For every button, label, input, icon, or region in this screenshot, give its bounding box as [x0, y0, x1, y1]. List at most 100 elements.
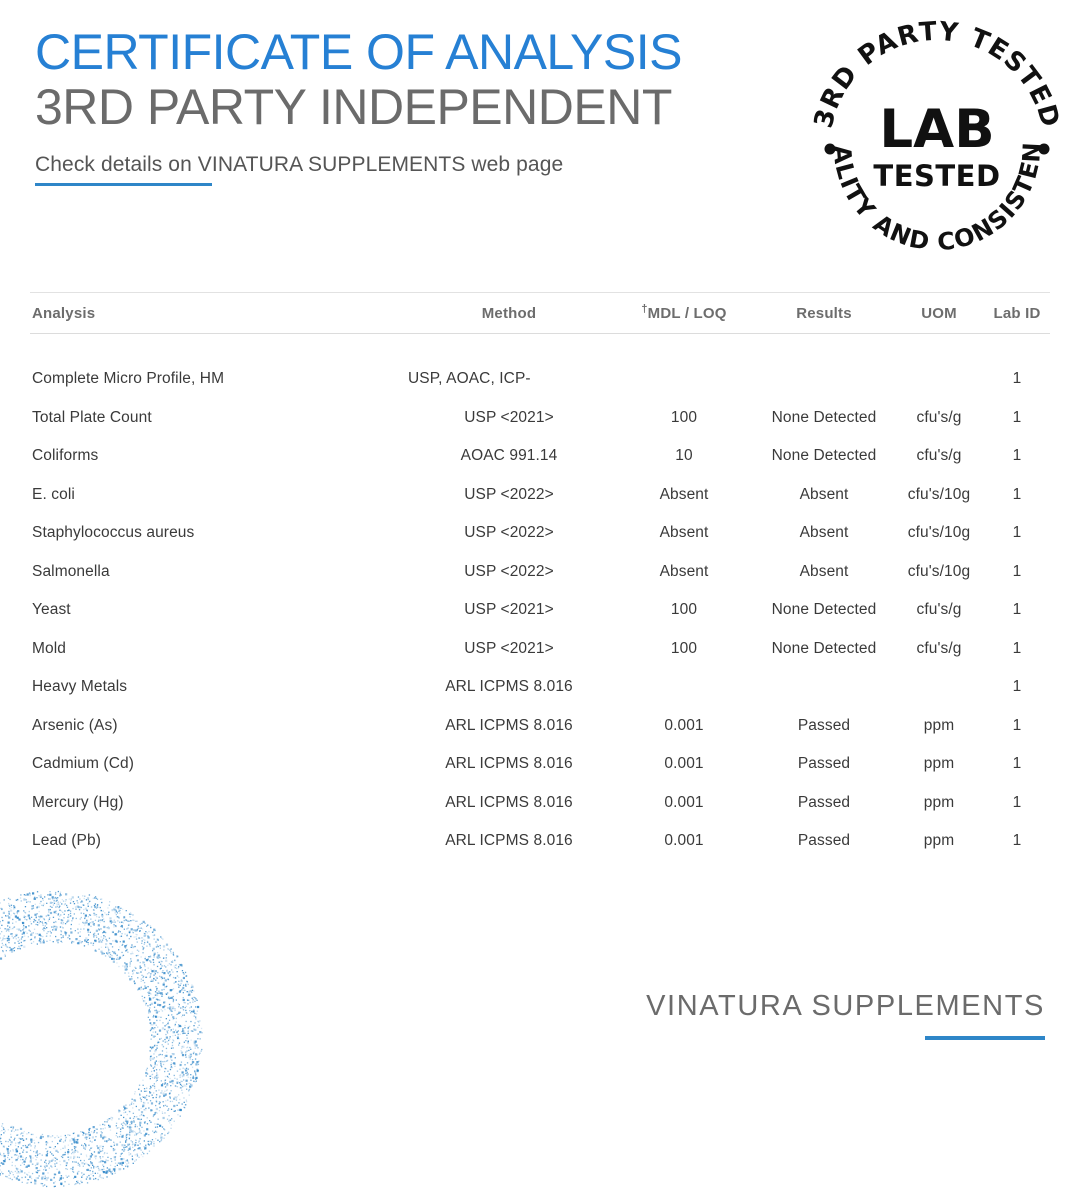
- cell-results: Passed: [754, 822, 894, 861]
- cell-uom: ppm: [894, 745, 984, 784]
- svg-text:3RD PARTY TESTED: 3RD PARTY TESTED: [809, 17, 1066, 132]
- cell-results: Absent: [754, 553, 894, 592]
- column-header-method: Method: [404, 293, 614, 333]
- cell-results: None Detected: [754, 437, 894, 476]
- cell-method: USP <2021>: [404, 591, 614, 630]
- cell-analysis: Mercury (Hg): [30, 784, 404, 823]
- document-footer: VINATURA SUPPLEMENTS: [646, 990, 1045, 1040]
- cell-analysis: Complete Micro Profile, HM: [30, 360, 404, 399]
- cell-method: USP, AOAC, ICP-: [404, 360, 614, 399]
- cell-analysis: E. coli: [30, 476, 404, 515]
- cell-uom: cfu's/g: [894, 399, 984, 438]
- cell-mdl-loq: 0.001: [614, 822, 754, 861]
- cell-lab-id: 1: [984, 514, 1050, 553]
- cell-mdl-loq: 0.001: [614, 707, 754, 746]
- footer-underline: [925, 1036, 1045, 1040]
- cell-lab-id: 1: [984, 630, 1050, 669]
- badge-dot-right: [1039, 144, 1050, 155]
- cell-mdl-loq: 0.001: [614, 745, 754, 784]
- results-table: Analysis Method †MDL / LOQ Results UOM L…: [30, 293, 1050, 333]
- cell-results: Passed: [754, 745, 894, 784]
- footer-brand-name: VINATURA SUPPLEMENTS: [646, 990, 1045, 1023]
- cell-analysis: Coliforms: [30, 437, 404, 476]
- badge-dot-left: [825, 144, 836, 155]
- cell-analysis: Staphylococcus aureus: [30, 514, 404, 553]
- cell-uom: ppm: [894, 784, 984, 823]
- table-head: Analysis Method †MDL / LOQ Results UOM L…: [30, 293, 1050, 333]
- cell-analysis: Cadmium (Cd): [30, 745, 404, 784]
- tagline-text: Check details on VINATURA SUPPLEMENTS we…: [35, 153, 563, 177]
- cell-uom: ppm: [894, 707, 984, 746]
- cell-uom: cfu's/g: [894, 630, 984, 669]
- cell-mdl-loq: 100: [614, 591, 754, 630]
- cell-method: USP <2022>: [404, 514, 614, 553]
- cell-uom: cfu's/10g: [894, 514, 984, 553]
- column-header-lab-id: Lab ID: [984, 293, 1050, 333]
- cell-mdl-loq: 0.001: [614, 784, 754, 823]
- cell-mdl-loq: 100: [614, 399, 754, 438]
- column-header-results: Results: [754, 293, 894, 333]
- cell-lab-id: 1: [984, 668, 1050, 707]
- page-title: CERTIFICATE OF ANALYSIS: [35, 26, 795, 79]
- column-header-analysis: Analysis: [30, 293, 404, 333]
- table-header-row: Analysis Method †MDL / LOQ Results UOM L…: [30, 293, 1050, 333]
- column-header-uom: UOM: [894, 293, 984, 333]
- cell-lab-id: 1: [984, 591, 1050, 630]
- cell-uom: [894, 668, 984, 707]
- cell-uom: cfu's/10g: [894, 553, 984, 592]
- cell-uom: ppm: [894, 822, 984, 861]
- cell-results: None Detected: [754, 630, 894, 669]
- tagline-wrapper: Check details on VINATURA SUPPLEMENTS we…: [35, 153, 563, 177]
- cell-results: Passed: [754, 784, 894, 823]
- cell-mdl-loq: Absent: [614, 476, 754, 515]
- cell-analysis: Arsenic (As): [30, 707, 404, 746]
- cell-uom: cfu's/10g: [894, 476, 984, 515]
- cell-analysis: Total Plate Count: [30, 399, 404, 438]
- cell-lab-id: 1: [984, 822, 1050, 861]
- cell-lab-id: 1: [984, 360, 1050, 399]
- cell-lab-id: 1: [984, 437, 1050, 476]
- cell-mdl-loq: [614, 360, 754, 399]
- cell-method: USP <2021>: [404, 630, 614, 669]
- cell-uom: [894, 360, 984, 399]
- cell-uom: cfu's/g: [894, 437, 984, 476]
- cell-uom: cfu's/g: [894, 591, 984, 630]
- column-header-mdl-loq-label: MDL / LOQ: [648, 305, 727, 322]
- cell-method: ARL ICPMS 8.016: [404, 822, 614, 861]
- cell-lab-id: 1: [984, 707, 1050, 746]
- cell-lab-id: 1: [984, 745, 1050, 784]
- cell-results: None Detected: [754, 399, 894, 438]
- column-header-mdl-loq: †MDL / LOQ: [614, 293, 754, 333]
- cell-lab-id: 1: [984, 399, 1050, 438]
- cell-analysis: Heavy Metals: [30, 668, 404, 707]
- cell-method: ARL ICPMS 8.016: [404, 745, 614, 784]
- table-spacer-row: [30, 334, 1050, 360]
- results-table-wrapper: Analysis Method †MDL / LOQ Results UOM L…: [30, 292, 1050, 861]
- cell-lab-id: 1: [984, 553, 1050, 592]
- cell-method: USP <2022>: [404, 476, 614, 515]
- cell-mdl-loq: Absent: [614, 553, 754, 592]
- cell-mdl-loq: [614, 668, 754, 707]
- cell-method: ARL ICPMS 8.016: [404, 784, 614, 823]
- decorative-ring-svg: [0, 888, 204, 1188]
- cell-method: ARL ICPMS 8.016: [404, 668, 614, 707]
- cell-results: Absent: [754, 514, 894, 553]
- cell-analysis: Salmonella: [30, 553, 404, 592]
- cell-results: None Detected: [754, 591, 894, 630]
- cell-mdl-loq: 100: [614, 630, 754, 669]
- cell-mdl-loq: Absent: [614, 514, 754, 553]
- cell-method: USP <2022>: [404, 553, 614, 592]
- cell-results: Passed: [754, 707, 894, 746]
